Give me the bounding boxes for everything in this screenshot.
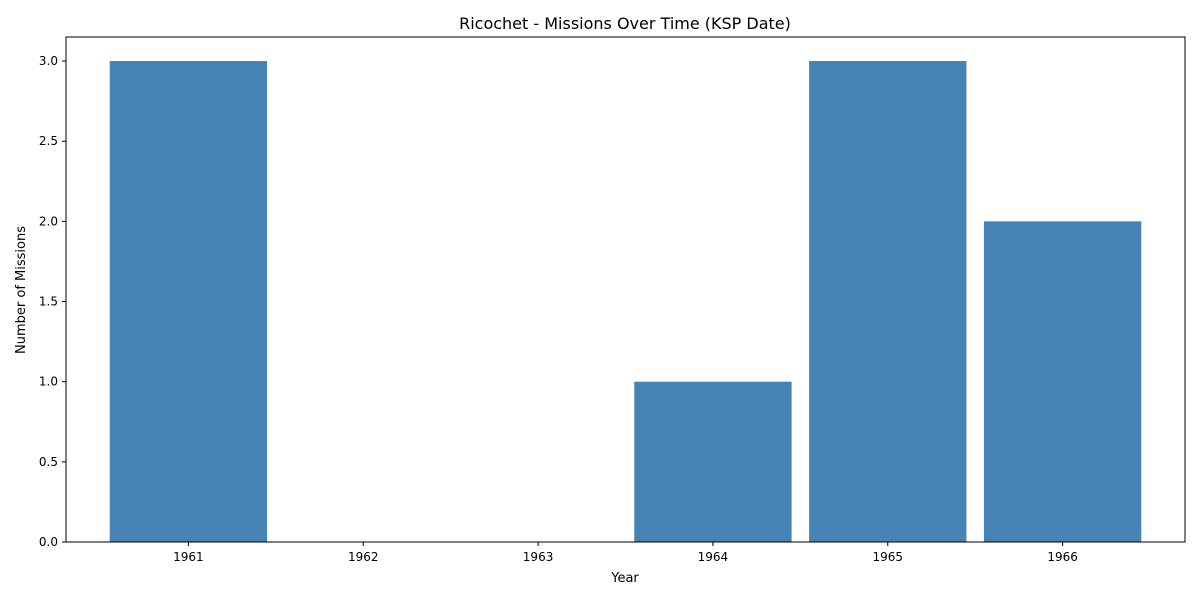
bars-group — [109, 61, 1142, 543]
x-tick-label-1965: 1965 — [872, 550, 903, 564]
x-tick-label-1961: 1961 — [173, 550, 204, 564]
x-axis-label: Year — [610, 571, 639, 586]
bar-1964 — [634, 381, 792, 542]
y-tick-label: 2.5 — [39, 134, 58, 148]
x-tick-label-1962: 1962 — [348, 550, 379, 564]
y-tick-label: 1.0 — [39, 375, 58, 389]
y-tick-label: 0.5 — [39, 455, 58, 469]
bar-1961 — [109, 61, 268, 543]
y-tick-label: 1.5 — [39, 295, 58, 309]
bar-1965 — [809, 61, 967, 543]
x-axis-ticks: 1961 1962 1963 1964 1965 1966 — [173, 542, 1078, 564]
x-tick-label-1964: 1964 — [698, 550, 729, 564]
y-tick-label: 0.0 — [39, 535, 58, 549]
y-axis-label: Number of Missions — [14, 226, 29, 354]
y-axis-ticks: 0.0 0.5 1.0 1.5 2.0 2.5 3.0 — [39, 54, 66, 549]
y-tick-label: 3.0 — [39, 54, 58, 68]
bar-1966 — [983, 221, 1142, 542]
plot-frame — [65, 36, 1186, 543]
y-tick-label: 2.0 — [39, 214, 58, 228]
x-tick-label-1966: 1966 — [1047, 550, 1078, 564]
x-tick-label-1963: 1963 — [523, 550, 554, 564]
chart-title: Ricochet - Missions Over Time (KSP Date) — [459, 14, 791, 33]
